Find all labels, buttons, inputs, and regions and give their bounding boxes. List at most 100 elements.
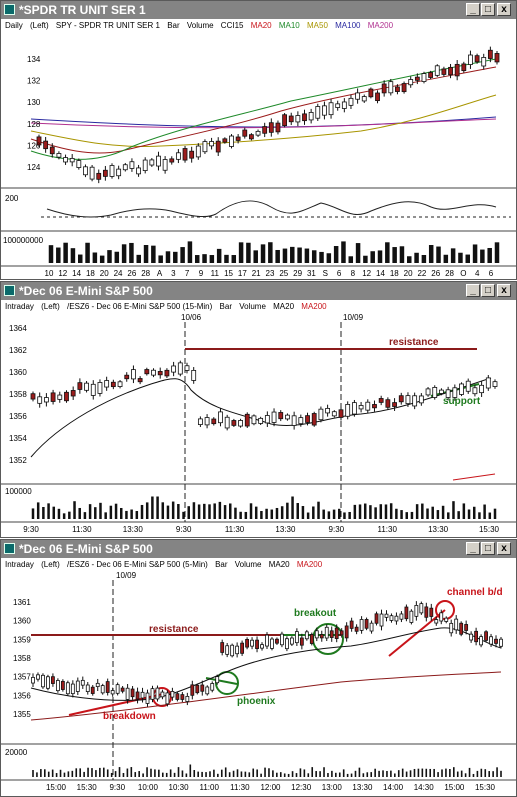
minimize-button[interactable]: _	[466, 284, 480, 297]
legend-ma200: MA200	[367, 21, 394, 30]
volume-bar	[338, 508, 341, 519]
maximize-button[interactable]: □	[481, 3, 495, 16]
cci-line	[46, 200, 497, 218]
volume-bar	[492, 771, 494, 777]
five-min-chart-plot[interactable]: 10/09 resistance breakdown phoenix break…	[1, 570, 516, 797]
legend-type: Bar	[219, 302, 232, 311]
candle-body	[240, 642, 245, 654]
volume-bar	[129, 242, 134, 263]
candle-body	[408, 79, 414, 86]
candle-body	[242, 129, 248, 137]
candle-body	[314, 630, 319, 639]
candle-body	[358, 405, 364, 410]
ma10-line	[30, 58, 497, 160]
candle-body	[37, 396, 43, 404]
fifteen-min-chart-window[interactable]: *Dec 06 E-Mini S&P 500 _ □ x Intraday (L…	[0, 281, 517, 538]
legend-volume: Volume	[186, 21, 214, 30]
candle-body	[231, 420, 237, 426]
candle-body	[41, 674, 45, 688]
window-titlebar[interactable]: *Dec 06 E-Mini S&P 500 _ □ x	[1, 540, 516, 558]
candle-body	[449, 622, 454, 634]
candle-body	[432, 387, 438, 398]
volume-bar	[161, 772, 164, 777]
volume-bar	[109, 505, 113, 519]
candle-body	[50, 392, 56, 402]
candle-body	[96, 172, 102, 180]
time-axis-labels: 9:30 11:30 13:30 9:30 11:30 13:30 9:30 11:30 13:…	[23, 525, 499, 534]
daily-chart-window[interactable]: *SPDR TR UNIT SER 1 _ □ x Daily (Left) S…	[0, 0, 517, 280]
fifteen-min-chart-plot[interactable]: 10/06 10/09 resistance support 136413621…	[1, 312, 516, 538]
candle-body	[369, 622, 374, 632]
volume-bar	[248, 772, 251, 777]
channel-trendline	[388, 609, 446, 657]
candle-body	[399, 613, 404, 620]
candle-body	[129, 161, 135, 169]
candle-body	[75, 680, 80, 692]
volume-bar	[374, 507, 377, 519]
five-min-chart-window[interactable]: *Dec 06 E-Mini S&P 500 _ □ x Intraday (L…	[0, 539, 517, 797]
candle-body	[95, 682, 100, 688]
candle-body	[65, 682, 70, 695]
minimize-button[interactable]: _	[466, 542, 480, 555]
volume-bar	[354, 770, 357, 777]
date-tick-label: A	[157, 269, 163, 278]
price-tick-label: 128	[27, 120, 41, 129]
candle-body	[238, 420, 243, 427]
volume-bar	[182, 511, 185, 519]
candle-body	[445, 389, 451, 398]
volume-bar	[187, 506, 190, 519]
volume-bar	[187, 241, 193, 263]
time-axis-labels: 15:00 15:30 9:30 10:00 10:30 11:00 11:30 12:00 1…	[46, 783, 496, 792]
candle-body	[171, 365, 177, 373]
volume-bar	[201, 771, 203, 777]
volume-bar	[488, 771, 491, 777]
candle-body	[230, 644, 235, 657]
candle-body	[215, 140, 221, 153]
volume-bar	[88, 504, 92, 519]
close-button[interactable]: x	[497, 542, 511, 555]
candle-body	[104, 380, 110, 388]
volume-bar	[276, 772, 278, 777]
volume-bar	[304, 248, 310, 263]
volume-bar	[296, 503, 299, 519]
date-marker-label: 10/09	[116, 571, 137, 580]
volume-bar	[114, 771, 117, 777]
price-tick-label: 126	[27, 141, 41, 150]
minimize-button[interactable]: _	[466, 3, 480, 16]
ma20-line	[30, 377, 492, 458]
maximize-button[interactable]: □	[481, 542, 495, 555]
time-tick-label: 12:30	[291, 783, 312, 792]
candle-body	[474, 55, 480, 63]
legend-axis: (Left)	[30, 21, 49, 30]
close-button[interactable]: x	[497, 3, 511, 16]
candle-body	[151, 369, 156, 376]
volume-bar	[99, 502, 102, 519]
candle-body	[351, 402, 357, 415]
window-titlebar[interactable]: *SPDR TR UNIT SER 1 _ □ x	[1, 1, 516, 19]
candle-body	[335, 103, 341, 108]
candle-body	[487, 49, 493, 59]
candle-body	[102, 169, 108, 177]
candle-body	[474, 630, 479, 643]
volume-bar	[322, 509, 325, 519]
volume-bar	[136, 254, 141, 263]
close-button[interactable]: x	[497, 284, 511, 297]
volume-bar	[468, 767, 471, 777]
volume-bar	[87, 767, 89, 777]
volume-bar	[370, 772, 373, 777]
window-titlebar[interactable]: *Dec 06 E-Mini S&P 500 _ □ x	[1, 282, 516, 300]
candle-body	[105, 681, 110, 693]
volume-bar	[239, 511, 242, 519]
volume-bar	[452, 501, 455, 519]
candle-body	[302, 113, 307, 122]
maximize-button[interactable]: □	[481, 284, 495, 297]
time-tick-label: 9:30	[23, 525, 39, 534]
candle-body	[145, 692, 150, 704]
candle-body	[418, 395, 424, 404]
volume-axis-label: 100000000	[3, 236, 44, 245]
volume-bar	[189, 764, 192, 777]
volume-bar	[158, 769, 160, 777]
price-tick-label: 1358	[9, 390, 27, 399]
time-tick-label: 10:00	[138, 783, 159, 792]
